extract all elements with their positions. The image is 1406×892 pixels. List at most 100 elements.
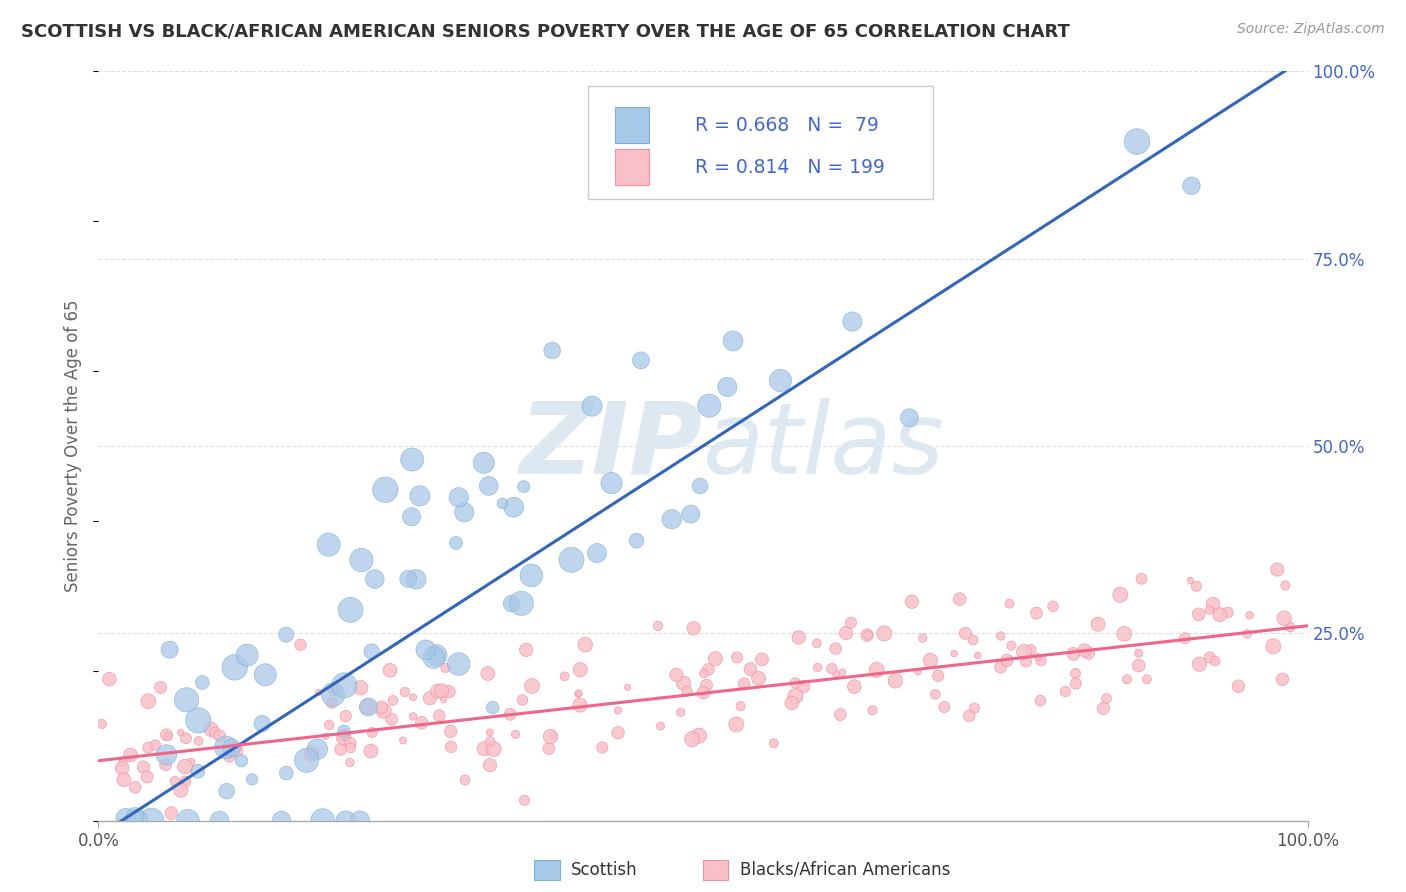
Point [1025, 606, 1047, 620]
Point [208, 814, 231, 828]
Point [124, 780, 146, 795]
Point [1092, 701, 1115, 715]
Point [1026, 649, 1049, 664]
Point [411, 715, 433, 730]
Point [1029, 654, 1052, 668]
Point [453, 505, 475, 519]
Point [606, 704, 628, 718]
Point [505, 727, 527, 741]
Point [392, 733, 415, 747]
Point [747, 671, 769, 685]
Point [364, 572, 387, 586]
Point [402, 709, 425, 723]
Point [440, 739, 463, 754]
Point [125, 814, 148, 828]
Point [141, 814, 163, 828]
Point [472, 456, 495, 470]
Point [401, 452, 423, 467]
Point [112, 772, 135, 787]
Point [661, 512, 683, 526]
Point [681, 732, 703, 747]
Point [160, 806, 183, 821]
Point [174, 774, 197, 789]
Point [136, 740, 159, 755]
Point [733, 676, 755, 690]
Point [1271, 673, 1294, 687]
Point [447, 491, 470, 505]
Point [541, 343, 564, 358]
Point [554, 669, 576, 683]
Point [1095, 691, 1118, 706]
Text: ZIP: ZIP [520, 398, 703, 494]
Point [862, 703, 884, 717]
Point [333, 724, 356, 739]
Point [112, 756, 135, 770]
Point [955, 626, 977, 640]
Point [437, 684, 460, 698]
Point [339, 736, 361, 750]
Point [844, 680, 866, 694]
Point [136, 770, 159, 784]
Point [721, 334, 744, 348]
Point [1054, 684, 1077, 698]
Point [215, 784, 238, 798]
Point [841, 314, 863, 328]
Point [378, 663, 401, 677]
Point [381, 712, 404, 726]
Point [360, 644, 382, 658]
Point [600, 476, 623, 491]
Point [502, 500, 524, 515]
Point [426, 648, 449, 662]
Point [520, 679, 543, 693]
Point [568, 698, 591, 712]
Point [382, 693, 405, 707]
Point [145, 738, 167, 752]
Point [541, 728, 564, 742]
Point [762, 736, 785, 750]
Point [174, 759, 197, 773]
Point [898, 410, 921, 425]
Point [725, 717, 748, 731]
Point [607, 725, 630, 739]
Point [751, 652, 773, 666]
Point [254, 667, 277, 681]
Point [1188, 657, 1211, 672]
Point [884, 673, 907, 688]
Point [170, 783, 193, 797]
Point [1128, 646, 1150, 660]
Point [187, 764, 209, 779]
Point [339, 756, 361, 770]
Point [373, 704, 395, 718]
Point [787, 631, 810, 645]
Point [1109, 588, 1132, 602]
Point [454, 772, 477, 787]
Point [513, 793, 536, 807]
Point [350, 681, 373, 695]
Text: SCOTTISH VS BLACK/AFRICAN AMERICAN SENIORS POVERTY OVER THE AGE OF 65 CORRELATIO: SCOTTISH VS BLACK/AFRICAN AMERICAN SENIO… [21, 22, 1070, 40]
Point [499, 707, 522, 722]
Point [835, 626, 858, 640]
Point [830, 707, 852, 722]
Point [318, 718, 340, 732]
Point [1204, 654, 1226, 668]
Point [682, 621, 704, 635]
Point [374, 483, 396, 497]
Text: Blacks/African Americans: Blacks/African Americans [740, 861, 950, 879]
Text: Scottish: Scottish [571, 861, 637, 879]
Point [778, 169, 800, 183]
Point [567, 687, 589, 701]
Point [1128, 658, 1150, 673]
Point [478, 758, 501, 772]
Point [689, 479, 711, 493]
Point [1114, 627, 1136, 641]
Point [440, 724, 463, 739]
Point [1087, 617, 1109, 632]
Point [276, 766, 298, 780]
Point [581, 399, 603, 413]
Point [180, 756, 202, 770]
Point [785, 690, 807, 704]
Point [574, 638, 596, 652]
Point [90, 716, 112, 731]
Point [966, 648, 988, 663]
Point [704, 651, 727, 665]
